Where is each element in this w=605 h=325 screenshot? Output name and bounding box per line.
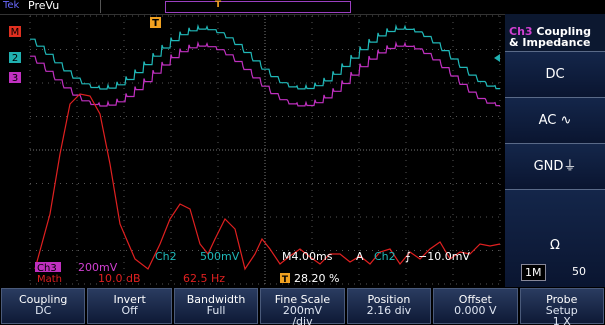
menu-option[interactable]: DC: [505, 51, 605, 97]
trigger-level: −10.0mV: [418, 250, 470, 263]
button-text: Full: [175, 305, 257, 316]
trigger-position-icon: T: [282, 275, 289, 285]
oscilloscope-screen: Tek PreVu T T M 2 3 Ch3 200mV Math 10.0 …: [0, 0, 605, 325]
impedance-option[interactable]: 1M: [521, 264, 546, 281]
impedance-symbol: Ω: [505, 238, 605, 253]
mode: PreVu: [28, 0, 59, 12]
top-bar: Tek PreVu T: [0, 0, 505, 15]
ch3-marker: 3: [12, 73, 18, 84]
impedance-option[interactable]: 50: [569, 264, 589, 279]
menu-title: Ch3 Coupling & Impedance: [509, 26, 591, 48]
button-text: 0.000 V: [434, 305, 516, 316]
impedance-panel: Ω 1M 50: [505, 189, 605, 287]
math-scale: 10.0 dB: [98, 272, 141, 285]
timebase: M4.00ms: [282, 250, 333, 263]
menu-title-line: & Impedance: [509, 36, 590, 49]
math-frequency: 62.5 Hz: [183, 272, 225, 285]
button-text: Off: [88, 305, 170, 316]
record-view: [165, 1, 351, 13]
math-label: Math: [37, 274, 62, 285]
math-waveform: [35, 94, 500, 269]
graticule: [30, 16, 500, 284]
trigger-slope: ⨍: [405, 250, 411, 263]
trigger-source: Ch2: [374, 250, 396, 263]
brand: Tek: [3, 0, 19, 11]
trigger-position: 28.20 %: [294, 272, 339, 285]
ch2-level-arrow: [494, 54, 500, 62]
trigger-marker: T: [152, 18, 159, 29]
button-text: 1 X: [521, 316, 603, 325]
menu-option[interactable]: GND⏚: [505, 143, 605, 189]
math-marker: M: [11, 27, 20, 38]
ch2-marker: 2: [12, 53, 18, 64]
ch3-label: Ch3: [37, 263, 57, 274]
divider: [100, 0, 101, 13]
record-trigger: T: [215, 0, 221, 10]
waveform-display: T M 2 3 Ch3 200mV Math 10.0 dB 62.5 Hz C…: [0, 14, 505, 287]
side-menu: Ch3 Coupling & Impedance DC AC ∿ GND⏚ Ω …: [505, 14, 605, 287]
button-text: /div: [261, 316, 343, 325]
button-text: 2.16 div: [348, 305, 430, 316]
menu-option[interactable]: AC ∿: [505, 97, 605, 143]
button-text: DC: [2, 305, 84, 316]
ch2-label: Ch2: [155, 250, 177, 263]
ch2-scale: 500mV: [200, 250, 240, 263]
trigger-mode: A: [356, 250, 364, 263]
